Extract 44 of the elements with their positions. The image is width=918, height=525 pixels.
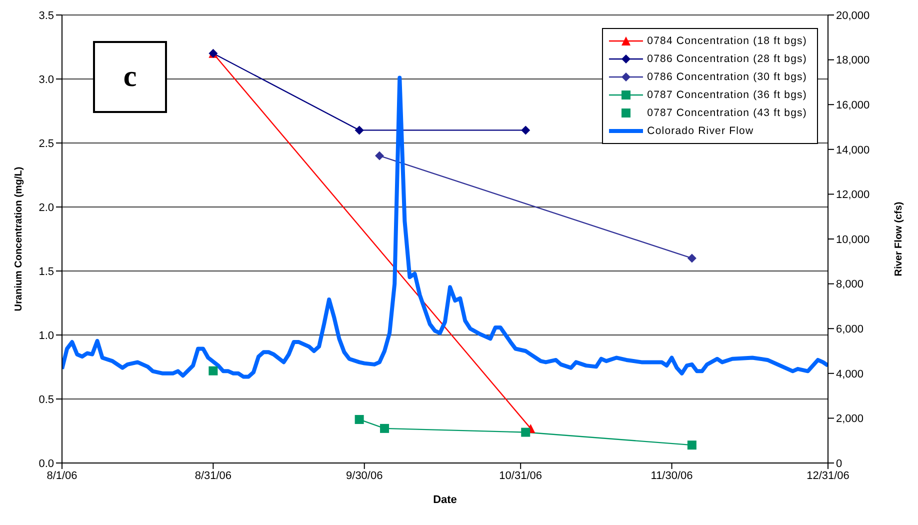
- point: [380, 424, 390, 433]
- y-tick-label: 1.5: [38, 266, 54, 278]
- point: [208, 366, 218, 376]
- y2-tick-label: 12,000: [836, 189, 870, 202]
- x-tick-label: 9/30/06: [346, 470, 383, 482]
- point: [687, 440, 696, 450]
- y2-axis-title: River Flow (cfs): [894, 202, 905, 276]
- point: [374, 151, 384, 160]
- y2-tick-label: 2,000: [836, 413, 864, 426]
- legend-label: 0786 Concentration (28 ft bgs): [647, 52, 807, 67]
- annotation: c: [93, 41, 167, 113]
- point: [687, 254, 696, 263]
- x-tick-label: 8/1/06: [46, 470, 78, 482]
- y2-tick-label: 16,000: [836, 100, 870, 112]
- y-tick-label: 3.0: [38, 74, 54, 86]
- point: [521, 126, 530, 135]
- y-tick-label: 0.0: [38, 458, 54, 470]
- legend-label: Colorado River Flow: [647, 124, 754, 139]
- legend-label: 0787 Concentration (43 ft bgs): [647, 106, 807, 121]
- y2-tick-label: 0: [836, 458, 842, 470]
- y2-tick-label: 14,000: [836, 144, 870, 156]
- y-tick-label: 0.5: [38, 394, 54, 406]
- legend-label: 0784 Concentration (18 ft bgs): [647, 34, 807, 49]
- y-tick-label: 2.5: [38, 138, 54, 150]
- y-tick-label: 2.0: [38, 202, 54, 214]
- legend-label: 0786 Concentration (30 ft bgs): [647, 70, 807, 85]
- y2-tick-label: 4,000: [836, 368, 864, 380]
- y2-tick-label: 10,000: [836, 234, 870, 246]
- y-tick-label: 3.5: [38, 10, 54, 22]
- y2-tick-label: 8,000: [836, 278, 864, 291]
- point: [521, 428, 530, 437]
- legend-label: 0787 Concentration (36 ft bgs): [647, 88, 807, 103]
- x-tick-label: 10/31/06: [499, 470, 542, 482]
- x-tick-label: 8/31/06: [194, 470, 232, 482]
- y-axis-title: Uranium Concentration (mg/L): [14, 166, 25, 312]
- y-tick-label: 1.0: [38, 330, 54, 342]
- x-axis-title: Date: [433, 494, 457, 506]
- x-tick-label: 12/31/06: [806, 470, 850, 482]
- point: [354, 126, 364, 135]
- y2-tick-label: 20,000: [836, 10, 870, 22]
- y2-tick-label: 18,000: [836, 54, 870, 67]
- y2-tick-label: 6,000: [836, 324, 864, 336]
- x-tick-label: 11/30/06: [650, 470, 693, 482]
- point: [354, 414, 364, 424]
